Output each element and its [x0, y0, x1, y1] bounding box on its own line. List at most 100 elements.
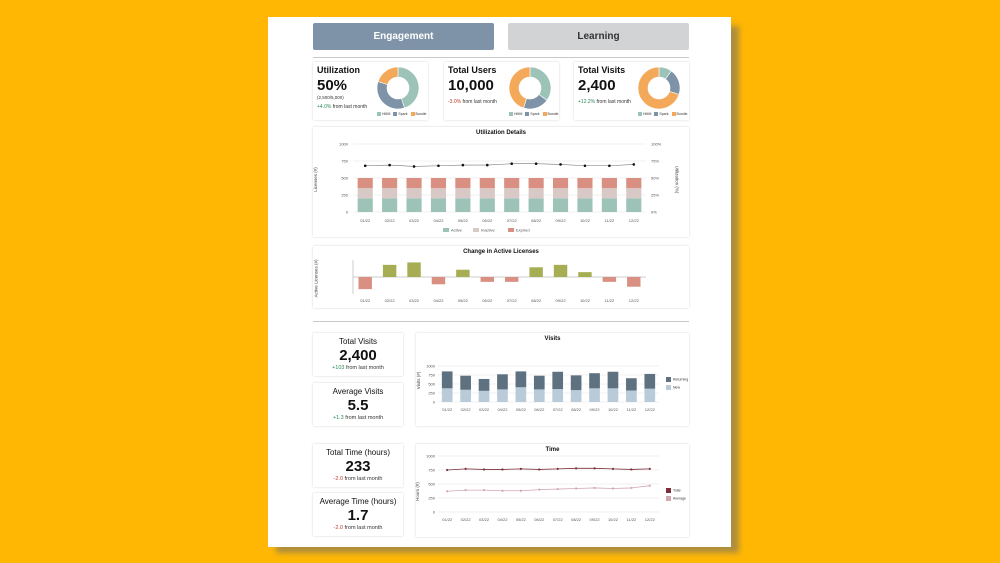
- bar-new: [552, 389, 564, 402]
- bar-active: [382, 198, 398, 212]
- legend-swatch-expired: [508, 228, 514, 232]
- bar-change: [407, 262, 421, 277]
- legend-item-total: Total: [666, 488, 686, 493]
- bar-inactive: [601, 188, 617, 199]
- utilization-details-card: Utilization Details Licenses (#) Utiliza…: [313, 127, 689, 237]
- bar-returning: [607, 371, 619, 389]
- stat-card-average-time: Average Time (hours) 1.7 -2.0 from last …: [313, 493, 403, 536]
- point-total: [446, 468, 449, 472]
- legend-label-expired: Expired: [516, 228, 530, 233]
- stat-card-average-visits: Average Visits 5.5 +1.3 from last month: [313, 383, 403, 426]
- bar-new: [441, 388, 453, 402]
- donut-chart-total-users: [508, 66, 552, 110]
- bar-active: [552, 198, 569, 212]
- point-average: [464, 489, 467, 492]
- bar-expired: [357, 178, 373, 189]
- point-total: [501, 468, 504, 471]
- stat-card-total-visits: Total Visits 2,400 +103 from last month: [313, 333, 403, 376]
- point-total: [482, 468, 486, 471]
- bar-inactive: [528, 188, 544, 199]
- y2-tick-label: 75%: [651, 159, 659, 164]
- stat-card-total-time: Total Time (hours) 233 -2.0 from last mo…: [313, 444, 403, 487]
- change-active-licenses-chart: 01/22 02/22 03/22 04/22 05/22 06/22 07/22 08/22…: [352, 260, 646, 303]
- bar-returning: [478, 378, 490, 391]
- kpi-change: +12.2% from last month: [578, 99, 631, 105]
- tab-engagement[interactable]: Engagement: [313, 23, 494, 50]
- stat-value: 5.5: [347, 397, 369, 414]
- point-total: [556, 467, 559, 470]
- bar-expired: [455, 178, 471, 189]
- utilization-point: [559, 163, 562, 166]
- x-tick-label: 03/22: [479, 407, 490, 412]
- x-tick-label: 06/22: [534, 517, 545, 522]
- bar-returning: [552, 371, 564, 390]
- legend-item: HMM: [509, 112, 522, 117]
- donut-legend: HMM Spark Bundle: [509, 112, 558, 117]
- stat-change: -2.0 from last month: [333, 525, 383, 531]
- x-tick-label: 02/22: [461, 407, 472, 412]
- stat-change: -2.0 from last month: [333, 476, 383, 482]
- x-tick-label: 05/22: [516, 517, 527, 522]
- time-chart: 0 250 500 750 1000 01/22 02/22 03/22 04/22 05/22 0…: [426, 454, 659, 522]
- point-total: [593, 467, 596, 470]
- kpi-title: Total Users: [448, 65, 497, 75]
- x-tick-label: 07/22: [507, 218, 518, 223]
- y-tick-label: 1000: [426, 364, 436, 369]
- point-average: [648, 484, 651, 487]
- bar-expired: [577, 178, 593, 189]
- utilization-point: [583, 164, 587, 168]
- kpi-title: Total Visits: [578, 65, 626, 75]
- x-tick-label: 03/22: [409, 298, 420, 303]
- legend-swatch-inactive: [473, 228, 479, 232]
- point-average: [538, 488, 541, 491]
- bar-returning: [460, 375, 471, 390]
- bar-change: [358, 277, 372, 290]
- x-tick-label: 12/22: [629, 298, 640, 303]
- chart-title: Time: [545, 447, 560, 453]
- x-tick-label: 04/22: [497, 517, 508, 522]
- point-total: [575, 467, 578, 470]
- legend-label-inactive: Inactive: [481, 228, 496, 233]
- dashboard-page: Engagement Learning Utilization 50% (2,5…: [268, 17, 731, 547]
- legend-item: Bundle: [410, 112, 426, 117]
- x-tick-label: 12/22: [645, 407, 656, 412]
- chart-title: Change in Active Licenses: [463, 249, 539, 255]
- donut-chart-total-visits: [637, 66, 681, 110]
- point-average: [482, 489, 486, 492]
- chart-title: Visits: [544, 336, 561, 342]
- donut-chart-utilization: [376, 66, 420, 110]
- y-tick-label: 500: [428, 382, 435, 387]
- kpi-title: Utilization: [317, 65, 360, 75]
- chart-title: Utilization Details: [475, 130, 526, 136]
- stat-value: 2,400: [339, 347, 377, 364]
- x-tick-label: 05/22: [458, 298, 469, 303]
- x-tick-label: 10/22: [580, 298, 591, 303]
- kpi-value: 2,400: [578, 77, 616, 94]
- legend-item: Spark: [393, 112, 408, 117]
- tab-learning[interactable]: Learning: [508, 23, 689, 50]
- x-tick-label: 06/22: [482, 298, 493, 303]
- x-tick-label: 02/22: [385, 218, 396, 223]
- y-tick-label: 1000: [339, 142, 349, 147]
- x-tick-label: 10/22: [608, 517, 619, 522]
- bar-change: [602, 277, 617, 282]
- bar-inactive: [479, 188, 495, 199]
- utilization-point: [485, 163, 489, 167]
- x-tick-label: 04/22: [497, 407, 508, 412]
- visits-chart: 0 250 500 750 1000 01/22 02/22 03/22 04/22 05/22 0…: [426, 364, 659, 412]
- bar-change: [456, 269, 470, 277]
- legend-item: Bundle: [671, 112, 687, 117]
- kpi-card-total-users: Total Users 10,000 -3.0% from last month…: [444, 62, 559, 120]
- x-tick-label: 12/22: [645, 517, 656, 522]
- time-legend: Total Average: [666, 488, 686, 504]
- donut-slice-spark: [376, 81, 405, 110]
- x-tick-label: 09/22: [590, 407, 601, 412]
- legend-item-average: Average: [666, 496, 686, 501]
- stat-value: 1.7: [347, 507, 369, 524]
- bar-active: [430, 198, 447, 212]
- bar-expired: [406, 178, 422, 189]
- y-tick-label: 750: [428, 373, 435, 378]
- point-total: [648, 467, 651, 470]
- x-tick-label: 01/22: [442, 517, 453, 522]
- bar-returning: [533, 375, 545, 390]
